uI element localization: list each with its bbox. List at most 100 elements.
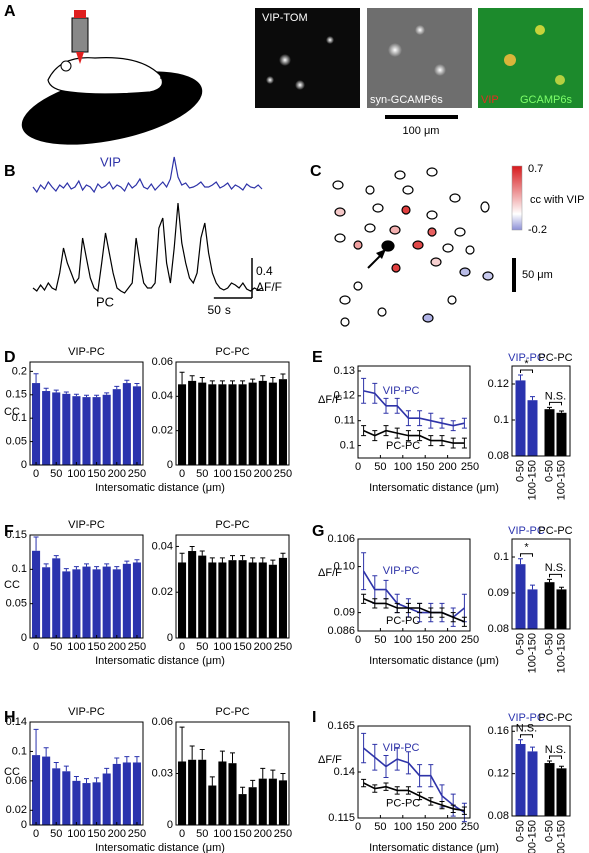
error-bar — [530, 584, 535, 590]
significance-bracket — [520, 369, 533, 373]
x-tick-label: 100 — [213, 828, 231, 840]
bar — [92, 569, 101, 638]
error-bar — [559, 410, 564, 413]
error-bar — [270, 559, 276, 565]
y-tick-label: 0 — [21, 632, 27, 644]
bar — [238, 384, 247, 465]
bar — [268, 564, 277, 638]
error-bar — [189, 375, 195, 381]
y-tick-label: 0.115 — [328, 812, 355, 824]
bar — [62, 393, 71, 465]
series-label: VIP-PC — [383, 385, 420, 397]
error-bar — [134, 559, 140, 563]
error-bar — [33, 536, 39, 551]
panel-letter: B — [4, 163, 16, 180]
x-axis-label: Intersomatic distance (μm) — [95, 842, 225, 853]
error-bar — [230, 752, 235, 764]
bar — [188, 759, 197, 825]
x-tick-label: 250 — [128, 828, 146, 840]
category-label: 100-150 — [526, 460, 538, 500]
panel-letter: H — [4, 709, 16, 726]
chart-title: PC-PC — [215, 519, 249, 531]
error-bar — [33, 728, 39, 756]
x-tick-label: 250 — [128, 468, 146, 480]
series-label: VIP-PC — [383, 565, 420, 577]
x-tick-label: 150 — [87, 641, 105, 653]
y-tick-label: 0.05 — [6, 435, 27, 447]
axes-frame — [357, 365, 471, 459]
bar — [52, 558, 61, 638]
bar — [198, 555, 207, 638]
x-tick-label: 200 — [108, 468, 126, 480]
scale-bar-label: 50 μm — [522, 269, 553, 281]
y-tick-label: 0 — [167, 459, 173, 471]
y-tick-label: 0.12 — [488, 768, 509, 780]
bar — [122, 762, 131, 825]
x-tick-label: 50 — [374, 461, 386, 473]
x-tick-label: 150 — [416, 634, 434, 646]
axes-frame — [511, 538, 571, 630]
x-tick-label: 100 — [394, 634, 412, 646]
x-tick-label: 0 — [355, 821, 361, 833]
y-tick-label: 0 — [21, 819, 27, 831]
bar — [42, 391, 51, 465]
bar — [42, 567, 51, 638]
y-axis-label: ΔF/F — [318, 567, 342, 579]
scale-label: ΔF/F — [256, 280, 282, 294]
x-tick-label: 250 — [274, 468, 292, 480]
y-tick-label: 0 — [21, 459, 27, 471]
line — [363, 747, 465, 814]
bar — [52, 768, 61, 825]
bar — [527, 400, 538, 456]
error-bar — [280, 552, 286, 558]
error-bar — [199, 748, 205, 760]
bar — [112, 569, 121, 638]
bar — [228, 560, 237, 638]
x-tick-label: 200 — [438, 634, 456, 646]
bar — [238, 560, 247, 638]
error-bar — [559, 586, 564, 590]
error-bar — [63, 568, 69, 572]
bar — [32, 755, 41, 825]
bar — [258, 562, 267, 638]
y-tick-label: 0.09 — [334, 607, 355, 619]
x-tick-label: 0 — [179, 468, 185, 480]
y-axis-label: CC — [4, 766, 20, 778]
bar — [32, 383, 41, 465]
error-bar — [270, 376, 276, 383]
x-tick-label: 100 — [67, 828, 85, 840]
y-tick-label: 0.06 — [152, 356, 173, 368]
error-bar — [189, 745, 195, 760]
bar — [258, 380, 267, 465]
group-label: PC-PC — [538, 525, 572, 537]
error-bar — [94, 566, 100, 570]
x-tick-label: 100 — [213, 641, 231, 653]
x-tick-label: 50 — [50, 828, 62, 840]
y-tick-label: 0.1 — [494, 414, 509, 426]
y-tick-label: 0.16 — [488, 725, 509, 737]
x-axis-label: Intersomatic distance (μm) — [369, 842, 499, 853]
x-tick-label: 200 — [108, 641, 126, 653]
error-bar — [250, 378, 256, 383]
bar — [92, 782, 101, 825]
x-tick-label: 250 — [461, 461, 479, 473]
error-bar — [199, 376, 205, 383]
error-bar — [260, 767, 266, 779]
bar — [527, 751, 538, 816]
y-tick-label: 0.1 — [494, 551, 509, 563]
error-bar — [114, 757, 120, 764]
error-bar — [219, 380, 225, 385]
bar — [268, 778, 277, 825]
bar — [102, 394, 111, 465]
bar — [72, 396, 81, 465]
y-tick-label: 0 — [167, 632, 173, 644]
bar — [544, 582, 555, 629]
error-bar — [84, 394, 89, 398]
bar — [198, 759, 207, 825]
error-bar — [104, 563, 110, 567]
x-tick-label: 150 — [233, 828, 251, 840]
image-label: syn-GCAMP6s — [370, 94, 443, 106]
error-bar — [361, 377, 367, 404]
bar — [102, 773, 111, 825]
error-bar — [530, 396, 535, 401]
